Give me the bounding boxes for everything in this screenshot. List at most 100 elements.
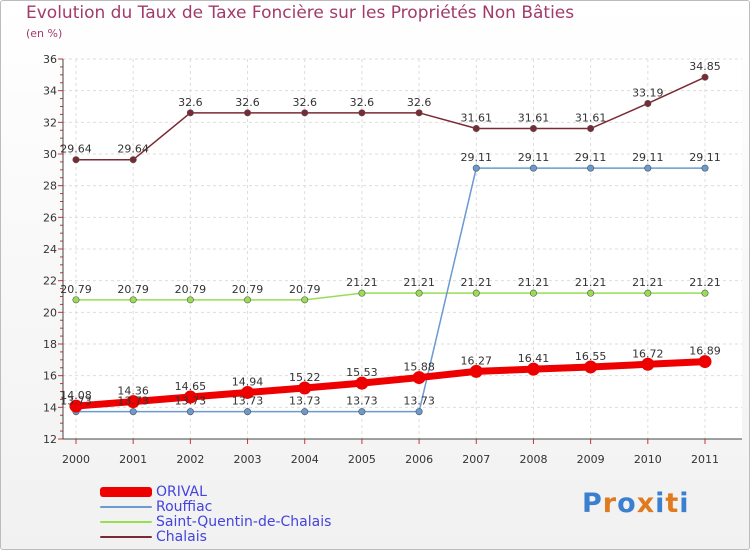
y-tick-label-18: 18: [43, 338, 57, 351]
point-chalais-2003: [244, 109, 252, 117]
point-chalais-2010: [644, 99, 652, 107]
data-label-chalais-2006: 32.6: [407, 96, 432, 109]
data-label-chalais-2011: 34.85: [689, 60, 721, 73]
legend-item-rouffiac: Rouffiac: [100, 498, 331, 515]
point-saint-quentin-de-chalais-2011: [701, 289, 709, 297]
data-label-chalais-2005: 32.6: [350, 96, 375, 109]
point-saint-quentin-de-chalais-2000: [72, 296, 80, 304]
y-unit-label: (en %): [26, 27, 63, 40]
point-orival-2010: [641, 357, 655, 371]
y-tick-label-12: 12: [43, 433, 57, 446]
data-label-saint-quentin-de-chalais-2005: 21.21: [346, 276, 378, 289]
data-label-chalais-2000: 29.64: [60, 143, 92, 156]
legend-item-orival: ORIVAL: [100, 483, 331, 500]
logo-letter: t: [665, 488, 680, 519]
x-tick-label-2011: 2011: [691, 453, 719, 466]
y-tick-label-28: 28: [43, 180, 57, 193]
data-label-rouffiac-2008: 29.11: [518, 151, 550, 164]
data-label-chalais-2010: 33.19: [632, 86, 664, 99]
data-label-saint-quentin-de-chalais-2001: 20.79: [117, 283, 149, 296]
y-tick-label-30: 30: [43, 148, 57, 161]
point-orival-2009: [584, 360, 598, 374]
y-tick-label-16: 16: [43, 370, 57, 383]
logo-letter: r: [602, 488, 618, 519]
data-label-orival-2001: 14.36: [117, 385, 149, 398]
data-label-chalais-2009: 31.61: [575, 112, 607, 125]
point-saint-quentin-de-chalais-2010: [644, 289, 652, 297]
series-line-orival: [75, 358, 706, 410]
legend-item-saint-quentin: Saint-Quentin-de-Chalais: [100, 513, 332, 530]
legend-label-orival: ORIVAL: [156, 483, 207, 500]
y-tick-label-20: 20: [43, 306, 57, 319]
data-label-saint-quentin-de-chalais-2002: 20.79: [175, 283, 207, 296]
point-chalais-2009: [587, 125, 595, 133]
x-tick-label-2010: 2010: [634, 453, 662, 466]
data-label-chalais-2004: 32.6: [292, 96, 317, 109]
point-orival-2008: [526, 362, 540, 376]
data-label-orival-2003: 14.94: [232, 375, 264, 388]
legend-swatch-chalais: [100, 535, 152, 538]
legend-swatch-rouffiac: [100, 505, 152, 508]
data-label-rouffiac-2007: 29.11: [461, 151, 493, 164]
point-rouffiac-2008: [529, 164, 537, 172]
logo-letter: o: [617, 488, 637, 519]
point-chalais-2007: [472, 125, 480, 133]
data-label-saint-quentin-de-chalais-2007: 21.21: [461, 276, 493, 289]
point-orival-2007: [469, 364, 483, 378]
legend-item-chalais: Chalais: [100, 529, 331, 545]
point-chalais-2004: [301, 109, 309, 117]
logo-letter: x: [636, 488, 656, 519]
y-tick-label-32: 32: [43, 116, 57, 129]
point-rouffiac-2007: [472, 164, 480, 172]
data-label-saint-quentin-de-chalais-2003: 20.79: [232, 283, 264, 296]
point-orival-2004: [298, 381, 312, 395]
data-label-orival-2000: 14.08: [60, 389, 92, 402]
point-saint-quentin-de-chalais-2006: [415, 289, 423, 297]
data-label-rouffiac-2003: 13.73: [232, 395, 264, 408]
data-label-saint-quentin-de-chalais-2004: 20.79: [289, 283, 321, 296]
logo-letter: i: [679, 488, 690, 519]
x-tick-label-2001: 2001: [119, 453, 147, 466]
y-tick-label-22: 22: [43, 275, 57, 288]
y-tick-label-34: 34: [43, 85, 57, 98]
x-tick-label-2004: 2004: [291, 453, 319, 466]
x-tick-label-2006: 2006: [405, 453, 433, 466]
point-rouffiac-2010: [644, 164, 652, 172]
data-label-rouffiac-2001: 13.73: [117, 395, 149, 408]
legend-label-rouffiac: Rouffiac: [156, 498, 213, 515]
point-rouffiac-2005: [358, 408, 366, 416]
point-saint-quentin-de-chalais-2009: [587, 289, 595, 297]
point-orival-2000: [69, 399, 83, 413]
data-label-saint-quentin-de-chalais-2006: 21.21: [403, 276, 435, 289]
point-rouffiac-2001: [129, 408, 137, 416]
point-saint-quentin-de-chalais-2001: [129, 296, 137, 304]
chart-title: Evolution du Taux de Taxe Foncière sur l…: [26, 3, 575, 23]
point-orival-2011: [698, 355, 712, 369]
data-label-chalais-2002: 32.6: [178, 96, 203, 109]
y-tick-label-36: 36: [43, 53, 57, 66]
series-line-saint-quentin-de-chalais: [76, 292, 705, 301]
legend-label-saint-quentin: Saint-Quentin-de-Chalais: [156, 513, 332, 530]
data-label-orival-2011: 16.89: [689, 345, 721, 358]
x-tick-label-2007: 2007: [462, 453, 490, 466]
data-label-orival-2009: 16.55: [575, 350, 607, 363]
legend-swatch-saint-quentin: [100, 520, 152, 523]
data-label-rouffiac-2010: 29.11: [632, 151, 664, 164]
data-label-rouffiac-2005: 13.73: [346, 395, 378, 408]
point-saint-quentin-de-chalais-2004: [301, 296, 309, 304]
point-rouffiac-2004: [301, 408, 309, 416]
data-label-orival-2004: 15.22: [289, 371, 321, 384]
data-label-orival-2007: 16.27: [461, 354, 493, 367]
data-label-saint-quentin-de-chalais-2008: 21.21: [518, 276, 550, 289]
data-label-rouffiac-2004: 13.73: [289, 395, 321, 408]
data-label-chalais-2008: 31.61: [518, 112, 550, 125]
point-saint-quentin-de-chalais-2005: [358, 289, 366, 297]
legend-swatch-orival: [100, 486, 152, 497]
data-label-saint-quentin-de-chalais-2009: 21.21: [575, 276, 607, 289]
x-tick-label-2009: 2009: [577, 453, 605, 466]
data-label-orival-2006: 15.88: [403, 361, 435, 374]
point-rouffiac-2002: [186, 408, 194, 416]
x-tick-label-2003: 2003: [234, 453, 262, 466]
series-line-chalais: [76, 76, 706, 161]
